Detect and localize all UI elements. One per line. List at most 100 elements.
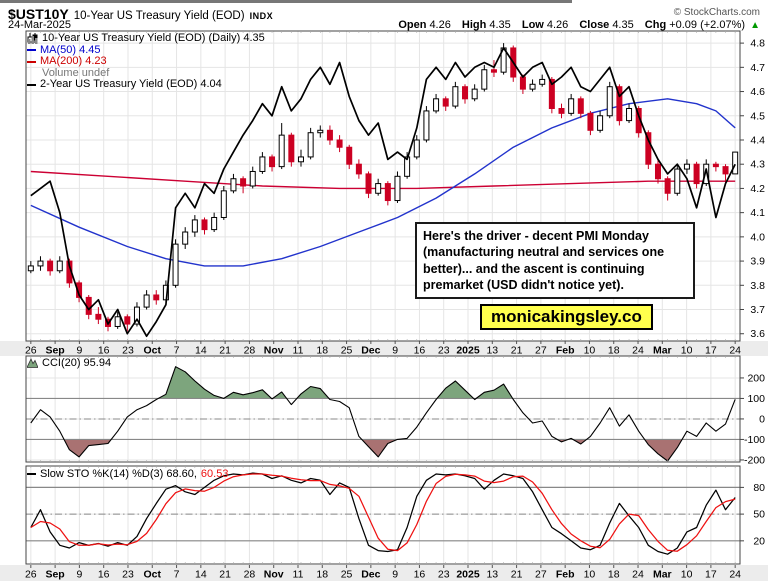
svg-text:4.8: 4.8 <box>750 38 765 50</box>
svg-text:18: 18 <box>316 345 328 357</box>
svg-text:17: 17 <box>705 345 717 357</box>
source-credit: © StockCharts.com <box>673 7 760 18</box>
ma50-line-icon <box>27 49 36 52</box>
svg-text:Oct: Oct <box>144 345 162 357</box>
ma200-line <box>30 170 736 190</box>
svg-text:Sep: Sep <box>45 345 64 357</box>
svg-text:21: 21 <box>219 345 231 357</box>
open-value: 4.26 <box>429 19 451 31</box>
svg-text:Dec: Dec <box>361 345 380 357</box>
two-year-yield-line <box>30 47 736 338</box>
x-axis-band: 26 Sep 9 16 23 Oct 7 14 21 28 Nov 11 18 25 Dec 9 16 23 202… <box>0 341 768 357</box>
chg-value: +0.09 (+2.07%) <box>669 19 746 31</box>
chg-label: Chg <box>644 19 667 31</box>
close-label: Close <box>579 19 610 31</box>
legend-row-volume: Volume undef <box>27 36 265 80</box>
cci-y-axis-labels: 200 100 0 -100 -200 <box>740 372 765 466</box>
svg-text:28: 28 <box>244 569 256 581</box>
low-value: 4.26 <box>546 19 569 31</box>
svg-text:16: 16 <box>414 345 426 357</box>
low-label: Low <box>521 19 544 31</box>
svg-text:23: 23 <box>122 569 134 581</box>
svg-text:24: 24 <box>632 345 644 357</box>
chart-header: $UST10Y 10-Year US Treasury Yield (EOD) IN… <box>8 6 760 22</box>
svg-text:4.4: 4.4 <box>750 134 765 146</box>
high-label: High <box>461 19 487 31</box>
svg-text:Nov: Nov <box>264 569 284 581</box>
svg-text:4.7: 4.7 <box>750 62 765 74</box>
svg-text:4.5: 4.5 <box>750 110 765 122</box>
up-triangle-icon: ▲ <box>750 20 760 31</box>
svg-text:24: 24 <box>729 569 741 581</box>
svg-text:13: 13 <box>486 569 498 581</box>
svg-text:-200: -200 <box>744 454 765 466</box>
svg-text:3.9: 3.9 <box>750 256 765 268</box>
svg-text:200: 200 <box>747 372 765 384</box>
svg-text:-100: -100 <box>744 434 765 446</box>
legend-price-label: 10-Year US Treasury Yield (EOD) (Daily) … <box>42 32 265 44</box>
high-value: 4.35 <box>489 19 511 31</box>
cci-legend: CCI(20) 95.94 <box>27 357 111 369</box>
svg-text:Nov: Nov <box>264 345 284 357</box>
svg-text:2025: 2025 <box>456 569 480 581</box>
svg-text:Oct: Oct <box>144 569 162 581</box>
legend-row-ma200: MA(200) 4.23 <box>27 55 265 68</box>
svg-text:14: 14 <box>195 345 207 357</box>
ma200-line-icon <box>27 60 36 63</box>
legend-volume-label: Volume undef <box>42 66 110 79</box>
main-legend: 10-Year US Treasury Yield (EOD) (Daily) … <box>27 32 265 91</box>
sto-k-line <box>30 472 736 555</box>
svg-text:3.7: 3.7 <box>750 304 765 316</box>
svg-text:26: 26 <box>25 345 37 357</box>
legend-ma200-label: MA(200) 4.23 <box>40 55 107 67</box>
legend-ma50-label: MA(50) 4.45 <box>40 43 101 56</box>
svg-text:18: 18 <box>316 569 328 581</box>
sto-legend-k-label: Slow STO %K(14) %D(3) 68.60, <box>40 468 197 480</box>
svg-text:11: 11 <box>293 345 304 357</box>
svg-text:3.8: 3.8 <box>750 280 765 292</box>
svg-text:7: 7 <box>174 345 180 357</box>
svg-text:21: 21 <box>511 569 523 581</box>
svg-text:10: 10 <box>681 569 693 581</box>
svg-text:26: 26 <box>25 569 37 581</box>
sto-d-line <box>30 473 736 552</box>
svg-text:24: 24 <box>632 569 644 581</box>
svg-text:0: 0 <box>759 413 765 425</box>
svg-text:10: 10 <box>681 345 693 357</box>
price-y-axis-labels: 4.8 4.7 4.6 4.5 4.4 4.3 4.2 4.1 4.0 3.9 3.8 3.7 3.6 <box>740 38 765 340</box>
svg-text:9: 9 <box>392 345 398 357</box>
ohlc-quote: Open 4.26 High 4.35 Low 4.26 Close 4.35 Chg +… <box>390 19 760 31</box>
svg-text:20: 20 <box>753 535 765 547</box>
cci-panel: 200 100 0 -100 -200 <box>25 355 765 466</box>
two-year-line-icon <box>27 83 36 86</box>
svg-text:4.1: 4.1 <box>750 207 765 219</box>
svg-text:18: 18 <box>608 345 620 357</box>
sto-panel: 80 50 20 <box>25 465 765 565</box>
svg-text:9: 9 <box>76 569 82 581</box>
close-value: 4.35 <box>612 19 634 31</box>
svg-text:50: 50 <box>753 509 765 521</box>
x-axis-band: 26 Sep 9 16 23 Oct 7 14 21 28 Nov 11 18 25 Dec 9 16 23 202… <box>0 565 768 581</box>
svg-text:13: 13 <box>486 345 498 357</box>
sto-line-icon <box>27 473 36 475</box>
svg-text:16: 16 <box>98 569 110 581</box>
svg-text:24: 24 <box>729 345 741 357</box>
svg-text:21: 21 <box>511 345 523 357</box>
svg-text:23: 23 <box>438 345 450 357</box>
svg-text:4.3: 4.3 <box>750 159 765 171</box>
legend-row-price: 10-Year US Treasury Yield (EOD) (Daily) … <box>27 32 265 45</box>
svg-text:11: 11 <box>293 569 304 581</box>
cci-line <box>30 366 736 462</box>
ma50-line <box>30 98 736 267</box>
annotation-box: Here's the driver - decent PMI Monday (m… <box>415 222 695 299</box>
svg-text:16: 16 <box>98 345 110 357</box>
svg-text:9: 9 <box>76 345 82 357</box>
svg-text:4.6: 4.6 <box>750 86 765 98</box>
ticker-symbol: $UST10Y <box>8 6 69 22</box>
svg-text:3.6: 3.6 <box>750 328 765 340</box>
svg-text:Feb: Feb <box>556 569 575 581</box>
svg-text:23: 23 <box>438 569 450 581</box>
sto-legend: Slow STO %K(14) %D(3) 68.60, 60.53 <box>27 468 228 480</box>
